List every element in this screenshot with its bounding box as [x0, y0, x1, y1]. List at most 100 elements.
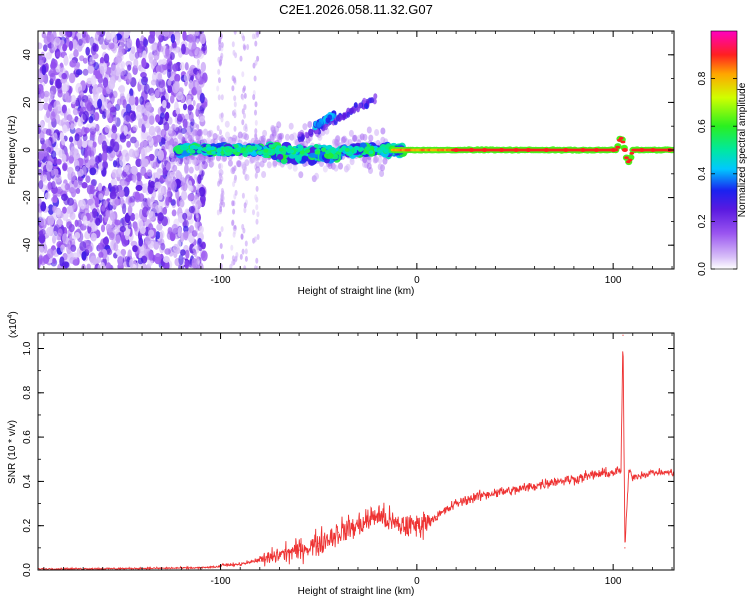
- heatmap-cell: [62, 124, 68, 134]
- heatmap-cell: [171, 209, 177, 217]
- heatmap-cell: [230, 167, 236, 175]
- heatmap-cell: [61, 138, 66, 146]
- heatmap-cell: [89, 122, 97, 129]
- heatmap-cell: [366, 126, 372, 134]
- heatmap-cell: [139, 244, 147, 255]
- heatmap-cell: [128, 95, 136, 106]
- heatmap-cell: [73, 49, 79, 58]
- heatmap-cell: [40, 228, 46, 236]
- heatmap-cell: [66, 204, 74, 215]
- heatmap-cell: [304, 131, 309, 138]
- snr-point: [396, 525, 398, 527]
- heatmap-cell: [248, 148, 254, 153]
- snr-point: [553, 480, 555, 482]
- heatmap-cell: [256, 55, 260, 62]
- heatmap-cell: [218, 231, 222, 238]
- heatmap-cell: [225, 131, 230, 139]
- heatmap-cell: [382, 157, 388, 165]
- heatmap-cell: [58, 119, 64, 126]
- heatmap-cell: [194, 265, 198, 269]
- heatmap-cell: [166, 69, 172, 79]
- heatmap-cell: [141, 57, 147, 68]
- heatmap-cell: [72, 252, 79, 260]
- heatmap-cell: [38, 258, 41, 269]
- heatmap-cell: [94, 197, 100, 206]
- heatmap-cell: [327, 162, 333, 170]
- heatmap-cell: [149, 31, 156, 39]
- heatmap-cell: [115, 234, 121, 244]
- heatmap-cell: [341, 135, 347, 143]
- heatmap-cell: [57, 217, 63, 228]
- heatmap-cell: [155, 134, 162, 143]
- heatmap-cell: [201, 43, 207, 52]
- heatmap-cell: [49, 72, 56, 82]
- heatmap-cell: [240, 147, 246, 152]
- heatmap-cell: [155, 114, 161, 123]
- heatmap-cell: [130, 112, 137, 122]
- heatmap-cell: [543, 148, 550, 152]
- heatmap-cell: [240, 233, 244, 240]
- heatmap-cell: [254, 109, 257, 116]
- heatmap-cell: [241, 248, 245, 255]
- heatmap-cell: [154, 181, 162, 189]
- heatmap-cell: [255, 204, 259, 211]
- heatmap-cell: [63, 261, 70, 269]
- heatmap-cell: [197, 162, 204, 172]
- heatmap-cell: [219, 243, 223, 249]
- heatmap-cell: [200, 250, 208, 262]
- heatmap-cell: [231, 41, 235, 48]
- heatmap-cell: [220, 187, 224, 194]
- heatmap-cell: [167, 226, 173, 235]
- heatmap-cell: [164, 31, 169, 41]
- heatmap-cell: [219, 129, 222, 136]
- spectrogram-x-axis: -100 0 100: [43, 31, 673, 286]
- heatmap-cell: [148, 250, 154, 260]
- heatmap-cell: [338, 162, 343, 170]
- heatmap-cell: [137, 257, 144, 265]
- heatmap-cell: [123, 32, 129, 42]
- heatmap-cell: [133, 58, 139, 69]
- heatmap-cell: [252, 94, 256, 101]
- heatmap-cell: [68, 187, 75, 194]
- heatmap-cell: [96, 31, 102, 36]
- heatmap-cell: [38, 218, 45, 229]
- heatmap-cell: [255, 171, 258, 178]
- heatmap-cell: [242, 35, 246, 42]
- heatmap-cell: [40, 201, 47, 212]
- heatmap-cell: [189, 145, 195, 150]
- heatmap-cell: [615, 145, 621, 149]
- heatmap-cell: [83, 127, 90, 134]
- heatmap-cell: [45, 128, 52, 136]
- heatmap-cell: [98, 251, 104, 258]
- heatmap-cell: [82, 134, 88, 141]
- heatmap-cell: [175, 107, 181, 115]
- heatmap-cell: [281, 150, 287, 155]
- heatmap-cell: [239, 55, 243, 62]
- heatmap-cell: [184, 163, 189, 174]
- heatmap-cell: [277, 133, 283, 141]
- heatmap-cell: [42, 174, 48, 184]
- heatmap-cell: [234, 189, 238, 196]
- heatmap-cell: [169, 94, 175, 104]
- heatmap-cell: [276, 153, 284, 160]
- heatmap-cell: [192, 128, 198, 136]
- heatmap-cell: [380, 136, 386, 144]
- heatmap-cell: [143, 114, 148, 122]
- heatmap-cell: [154, 171, 161, 180]
- heatmap-cell: [196, 184, 200, 191]
- heatmap-cell: [183, 230, 189, 239]
- heatmap-cell: [255, 257, 259, 264]
- heatmap-cell: [126, 38, 133, 49]
- snr-y-tick-label: 0.2: [22, 518, 33, 532]
- heatmap-cell: [257, 151, 263, 156]
- snr-y-tick-label: 0.6: [22, 430, 33, 444]
- heatmap-cell: [45, 160, 53, 172]
- heatmap-cell: [217, 180, 221, 187]
- heatmap-cell: [45, 52, 52, 60]
- heatmap-cell: [193, 145, 199, 150]
- heatmap-cell: [38, 100, 43, 111]
- heatmap-cell: [148, 180, 156, 189]
- heatmap-cell: [272, 159, 278, 167]
- heatmap-cell: [323, 152, 334, 159]
- heatmap-cell: [96, 86, 103, 94]
